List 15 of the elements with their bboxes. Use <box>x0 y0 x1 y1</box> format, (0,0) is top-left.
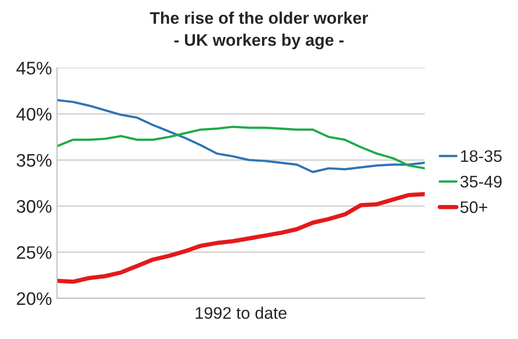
y-tick-label: 20% <box>16 292 52 306</box>
chart-subtitle: - UK workers by age - <box>174 34 344 50</box>
y-tick-label: 45% <box>16 62 52 75</box>
line-series <box>56 126 425 170</box>
y-tick-label: 25% <box>16 246 52 259</box>
line-series <box>56 98 425 174</box>
legend-label: 18-35 <box>461 150 502 162</box>
legend-label: 35-49 <box>460 176 502 188</box>
legend-label: 50+ <box>460 201 488 214</box>
y-tick-label: 30% <box>16 200 52 213</box>
y-tick-label: 35% <box>16 154 52 167</box>
x-axis-title: 1992 to date <box>196 306 286 319</box>
chart-title: The rise of the older worker <box>150 12 368 24</box>
y-tick-label: 40% <box>16 108 52 121</box>
line-series <box>56 192 425 284</box>
